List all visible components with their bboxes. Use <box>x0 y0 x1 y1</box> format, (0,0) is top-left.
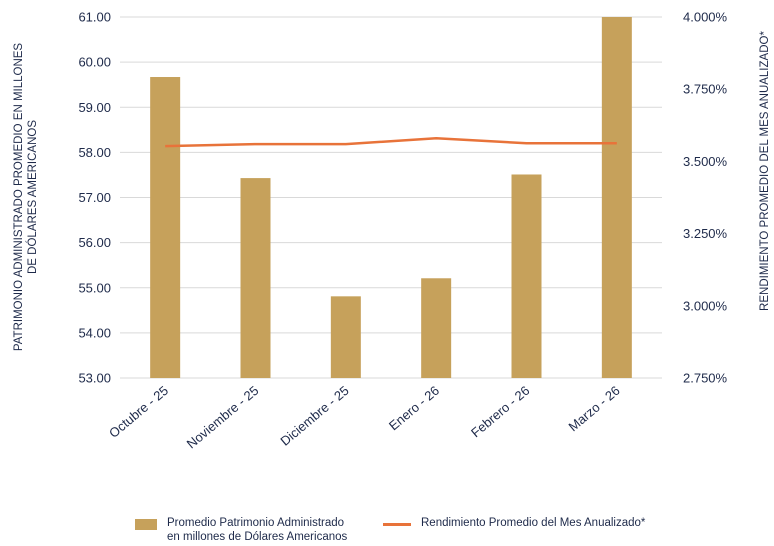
y2-tick-label: 3.500% <box>683 154 728 169</box>
bar <box>601 17 632 378</box>
y2-tick-label: 2.750% <box>683 371 728 386</box>
y2-axis-title: RENDIMIENTO PROMEDIO DEL MES ANUALIZADO* <box>759 31 771 311</box>
x-tick-label: Noviembre - 25 <box>184 383 262 452</box>
legend-label-bars-line-2: en millones de Dólares Americanos <box>167 531 348 543</box>
legend-label-bars-line-1: Promedio Patrimonio Administrado <box>167 517 345 529</box>
y2-tick-label: 4.000% <box>683 10 728 25</box>
legend-swatch-bar <box>135 519 157 530</box>
y2-tick-label: 3.750% <box>683 82 728 97</box>
y-tick-label: 53.00 <box>78 371 111 386</box>
legend-label-line: Rendimiento Promedio del Mes Anualizado* <box>421 517 646 529</box>
x-tick-label: Diciembre - 25 <box>277 383 351 449</box>
bar <box>330 296 361 378</box>
legend-item-line: Rendimiento Promedio del Mes Anualizado* <box>383 516 645 530</box>
y2-tick-label: 3.250% <box>683 226 728 241</box>
y-tick-label: 58.00 <box>78 145 111 160</box>
legend-item-bars: Promedio Patrimonio Administrado en mill… <box>135 516 347 544</box>
y-tick-label: 56.00 <box>78 235 111 250</box>
y-tick-label: 60.00 <box>78 55 111 70</box>
y-tick-label: 55.00 <box>78 280 111 295</box>
y-axis-title: PATRIMONIO ADMINISTRADO PROMEDIO EN MILL… <box>13 43 25 352</box>
y-tick-label: 59.00 <box>78 100 111 115</box>
x-tick-label: Febrero - 26 <box>468 383 532 440</box>
line-series <box>165 137 617 148</box>
bar <box>240 178 271 378</box>
bar <box>150 77 181 379</box>
y-tick-label: 54.00 <box>78 325 111 340</box>
x-tick-label: Marzo - 26 <box>566 383 623 434</box>
y-tick-label: 57.00 <box>78 190 111 205</box>
y-tick-label: 61.00 <box>78 10 111 25</box>
bar <box>511 174 542 378</box>
legend-label-bars: Promedio Patrimonio Administrado en mill… <box>167 516 347 544</box>
x-tick-label: Enero - 26 <box>386 383 442 434</box>
legend-swatch-line <box>383 523 411 526</box>
y2-tick-label: 3.000% <box>683 298 728 313</box>
bar <box>421 278 452 378</box>
x-tick-label: Octubre - 25 <box>106 383 171 441</box>
y-axis-title: DE DÓLARES AMERICANOS <box>26 120 39 274</box>
